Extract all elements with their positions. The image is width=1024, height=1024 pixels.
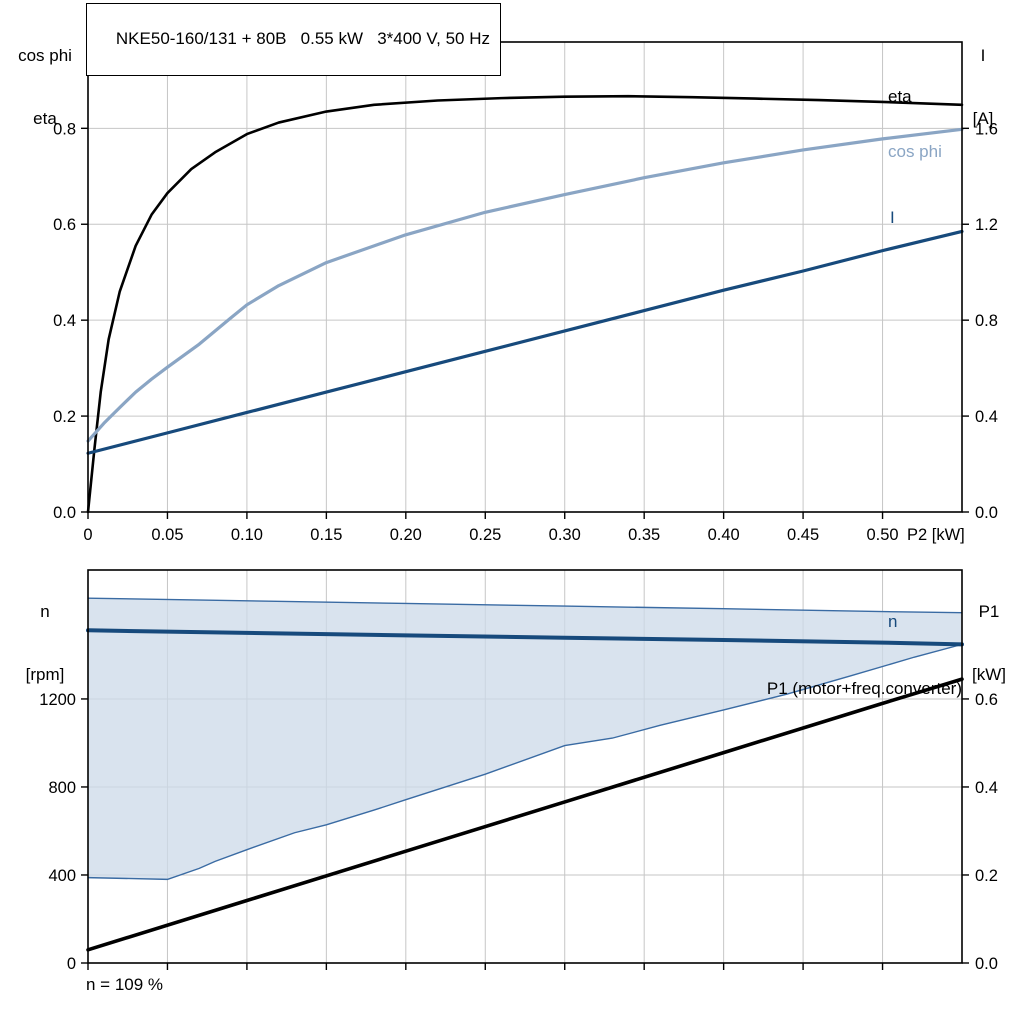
series-cos-phi (86, 127, 964, 443)
chart-title-box: NKE50-160/131 + 80B 0.55 kW 3*400 V, 50 … (86, 3, 501, 76)
speed-axis-title-line2: [rpm] (25, 665, 65, 685)
speed-control-range-fill (88, 598, 962, 880)
eta-curve-label: eta (888, 87, 912, 106)
x-axis-label: P2 [kW] (907, 526, 965, 544)
p1-curve-label: P1 (motor+freq.converter) (766, 679, 962, 698)
y-right-tick-label: 0.6 (975, 691, 998, 709)
plot-frame (87, 569, 963, 964)
y-left-tick-label: 400 (48, 867, 76, 885)
y-left-tick-label: 0.2 (53, 408, 76, 426)
speed-power-chart: 0 400 800 1200 0.0 0.2 0.4 0.6 (39, 569, 998, 973)
x-tick-label: 0.50 (866, 526, 898, 544)
x-tick-label: 0.40 (708, 526, 740, 544)
left-axis-title-top: cos phi eta (6, 2, 84, 172)
plot-frame (87, 41, 963, 513)
series-n (86, 628, 964, 647)
x-tick-label: 0.05 (151, 526, 183, 544)
cos-phi-curve-label: cos phi (888, 142, 942, 161)
right-axis-title-top: I [A] (952, 2, 1014, 172)
p1-axis-title-line2: [kW] (972, 665, 1006, 685)
speed-control-range-lower-line (87, 643, 963, 881)
speed-control-range-upper-line (87, 597, 963, 614)
y-left-tick-label: 0.4 (53, 312, 76, 330)
left-axis-title-bottom: n [rpm] (13, 558, 77, 728)
y-right-tick-label: 0.2 (975, 867, 998, 885)
x-tick-label: 0.45 (787, 526, 819, 544)
y-right-tick-label: 0.0 (975, 955, 998, 973)
speed-curve-label: n (888, 612, 898, 631)
x-tick-label: 0.30 (549, 526, 581, 544)
right-axis-title-line2: [A] (972, 109, 994, 129)
chart-title: NKE50-160/131 + 80B 0.55 kW 3*400 V, 50 … (115, 29, 490, 49)
y-left-tick-label: 0.6 (53, 216, 76, 234)
y-right-tick-label: 1.2 (975, 216, 998, 234)
x-tick-label: 0.35 (628, 526, 660, 544)
left-axis-title-line1: cos phi (18, 45, 72, 65)
x-tick-label: 0.20 (390, 526, 422, 544)
x-tick-label: 0.15 (310, 526, 342, 544)
y-left-tick-label: 0.8 (53, 120, 76, 138)
electrical-characteristics-chart: 0 0.05 0.10 0.15 0.20 0.25 0.30 0.35 0.40 0.45 0.5… (53, 41, 998, 544)
right-axis-title-line1: I (980, 45, 986, 65)
speed-axis-title-line1: n (40, 601, 50, 621)
p1-axis-title-line1: P1 (978, 601, 1000, 621)
left-axis-title-line2: eta (33, 109, 57, 129)
series-p1-motor-freq-converter (86, 677, 964, 952)
y-right-tick-label: 0.8 (975, 312, 998, 330)
y-left-tick-label: 0 (67, 955, 76, 973)
y-right-tick-label: 0.4 (975, 408, 998, 426)
current-curve-label: I (890, 208, 895, 227)
series-eta (86, 94, 964, 514)
x-tick-label: 0 (83, 526, 92, 544)
x-tick-label: 0.25 (469, 526, 501, 544)
y-right-tick-label: 0.0 (975, 504, 998, 522)
y-left-tick-label: 1200 (39, 691, 76, 709)
x-tick-label: 0.10 (231, 526, 263, 544)
y-right-tick-label: 0.4 (975, 779, 998, 797)
y-left-tick-label: 0.0 (53, 504, 76, 522)
series-i (86, 229, 964, 455)
right-axis-title-bottom: P1 [kW] (956, 558, 1022, 728)
y-right-tick-label: 1.6 (975, 120, 998, 138)
speed-percentage-note: n = 109 % (86, 975, 164, 994)
y-left-tick-label: 800 (48, 779, 76, 797)
